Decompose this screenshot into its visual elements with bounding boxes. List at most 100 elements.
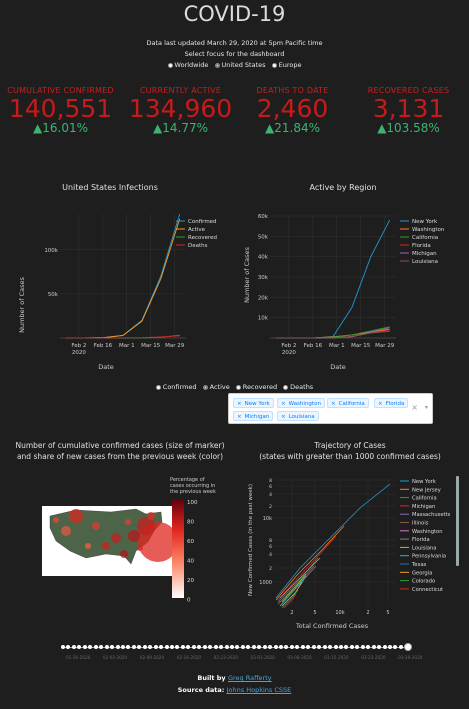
legend-scrollbar[interactable]: [456, 476, 459, 566]
timeline-step-dot[interactable]: [317, 645, 322, 649]
timeline-step-dot[interactable]: [273, 645, 278, 649]
timeline-step-dot[interactable]: [153, 645, 158, 649]
timeline-step-dot[interactable]: [246, 645, 251, 649]
timeline-step-dot[interactable]: [180, 645, 185, 649]
timeline-step-dot[interactable]: [262, 645, 267, 649]
timeline-step-dot[interactable]: [219, 645, 224, 649]
focus-option-united-states[interactable]: United States: [214, 61, 266, 69]
timeline-step-dot[interactable]: [377, 645, 382, 649]
remove-tag-icon[interactable]: ×: [331, 401, 336, 407]
timeline-step-dot[interactable]: [388, 645, 392, 649]
legend-label: Florida: [412, 537, 430, 543]
tag-michigan[interactable]: × Michigan: [233, 411, 274, 421]
focus-option-europe[interactable]: Europe: [271, 61, 301, 69]
timeline-step-dot[interactable]: [197, 645, 202, 649]
timeline-step-dot[interactable]: [93, 645, 98, 649]
timeline-step-dot[interactable]: [398, 645, 403, 649]
timeline-step-dot[interactable]: [110, 645, 115, 649]
timeline-step-dot[interactable]: [382, 645, 387, 649]
timeline-step-dot[interactable]: [393, 645, 398, 649]
timeline-step-dot[interactable]: [88, 645, 93, 649]
timeline-step-dot[interactable]: [175, 645, 180, 649]
timeline-step-dot[interactable]: [213, 645, 218, 649]
legend-label: Washington: [412, 529, 442, 535]
metric-option-deaths[interactable]: Deaths: [283, 383, 313, 391]
timeline-slider-handle[interactable]: [404, 643, 412, 651]
timeline-step-dot[interactable]: [159, 645, 164, 649]
timeline-step-dot[interactable]: [99, 645, 104, 649]
timeline-step-dot[interactable]: [344, 645, 349, 649]
legend-label: Louisiana: [412, 545, 437, 551]
timeline-step-dot[interactable]: [208, 645, 213, 649]
timeline-step-dot[interactable]: [131, 645, 136, 649]
metric-option-recovered[interactable]: Recovered: [235, 383, 277, 391]
timeline-step-dot[interactable]: [251, 645, 256, 649]
timeline-step-dot[interactable]: [229, 645, 234, 649]
timeline-slider-track[interactable]: [62, 647, 408, 648]
tag-new-york[interactable]: × New York: [233, 398, 274, 408]
timeline-step-dot[interactable]: [120, 645, 125, 649]
timeline-step-dot[interactable]: [61, 645, 65, 649]
timeline-step-dot[interactable]: [355, 645, 360, 649]
timeline-step-dot[interactable]: [268, 645, 273, 649]
timeline-step-dot[interactable]: [202, 645, 207, 649]
timeline-step-dot[interactable]: [295, 645, 300, 649]
timeline-step-dot[interactable]: [77, 645, 82, 649]
timeline-step-dot[interactable]: [279, 645, 283, 649]
timeline-step-dot[interactable]: [306, 645, 311, 649]
timeline-step-dot[interactable]: [289, 645, 294, 649]
author-link[interactable]: Greg Rafferty: [227, 674, 272, 682]
timeline-step-dot[interactable]: [300, 645, 305, 649]
timeline-step-dot[interactable]: [371, 645, 376, 649]
timeline-step-dot[interactable]: [240, 645, 245, 649]
remove-tag-icon[interactable]: ×: [281, 414, 286, 420]
timeline-step-dot[interactable]: [191, 645, 196, 649]
timeline-step-dot[interactable]: [338, 645, 343, 649]
chevron-down-icon[interactable]: ▾: [424, 404, 428, 411]
remove-tag-icon[interactable]: ×: [237, 414, 242, 420]
metric-option-active[interactable]: Active: [202, 383, 230, 391]
timeline-step-dot[interactable]: [164, 645, 169, 649]
timeline-step-dot[interactable]: [137, 645, 142, 649]
timeline-step-dot[interactable]: [311, 645, 316, 649]
timeline-step-dot[interactable]: [360, 645, 365, 649]
legend-label: Illinois: [412, 521, 429, 527]
timeline-step-dot[interactable]: [66, 645, 71, 649]
tag-california[interactable]: × California: [327, 398, 369, 408]
timeline-step-dot[interactable]: [104, 645, 109, 649]
metric-option-confirmed[interactable]: Confirmed: [155, 383, 197, 391]
timeline-step-dot[interactable]: [284, 645, 289, 649]
timeline-step-dot[interactable]: [148, 645, 153, 649]
timeline-step-dot[interactable]: [257, 645, 262, 649]
timeline-step-dot[interactable]: [142, 645, 147, 649]
clear-all-icon[interactable]: ×: [411, 403, 418, 412]
timeline-step-dot[interactable]: [366, 645, 371, 649]
region-multiselect[interactable]: × New York × Washington × California × Flori…: [228, 393, 433, 424]
timeline-step-dot[interactable]: [328, 645, 333, 649]
focus-option-worldwide[interactable]: Worldwide: [167, 61, 208, 69]
timeline-step-dot[interactable]: [115, 645, 120, 649]
tag-washington[interactable]: × Washington: [277, 398, 325, 408]
timeline-step-dot[interactable]: [322, 645, 327, 649]
remove-tag-icon[interactable]: ×: [378, 401, 383, 407]
tag-florida[interactable]: × Florida: [374, 398, 409, 408]
timeline-step-dot[interactable]: [186, 645, 191, 649]
timeline-step-dot[interactable]: [71, 645, 76, 649]
tag-louisiana[interactable]: × Louisiana: [277, 411, 319, 421]
legend-label: New York: [412, 219, 438, 225]
timeline-step-dot[interactable]: [333, 645, 338, 649]
stat-value: 140,551: [8, 94, 113, 123]
us-map-chart[interactable]: Percentage of cases occurring in the pre…: [36, 476, 236, 606]
timeline-step-dot[interactable]: [235, 645, 240, 649]
timeline-step-dot[interactable]: [349, 645, 354, 649]
source-link[interactable]: Johns Hopkins CSSE: [226, 686, 292, 694]
timeline-step-dot[interactable]: [126, 645, 131, 649]
timeline-step-dot[interactable]: [224, 645, 229, 649]
timeline-step-dot[interactable]: [170, 645, 174, 649]
remove-tag-icon[interactable]: ×: [237, 401, 242, 407]
timeline-step-dot[interactable]: [82, 645, 87, 649]
remove-tag-icon[interactable]: ×: [281, 401, 286, 407]
